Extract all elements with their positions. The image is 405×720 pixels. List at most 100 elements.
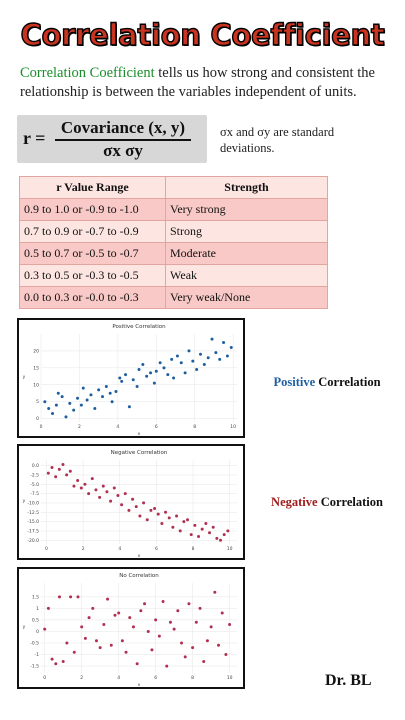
scatter-point [81, 386, 85, 390]
scatter-point [116, 493, 120, 497]
cell-strength: Weak [165, 264, 328, 287]
r-value-table: r Value Range Strength 0.9 to 1.0 or -0.… [19, 176, 328, 309]
scatter-point [160, 521, 164, 525]
scatter-point [187, 349, 191, 353]
scatter-point [172, 376, 176, 380]
scatter-point [145, 518, 149, 522]
scatter-point [94, 639, 98, 643]
scatter-point [224, 653, 228, 657]
cell-range: 0.0 to 0.3 or -0.0 to -0.3 [19, 286, 166, 309]
y-tick-label: 15 [33, 365, 39, 371]
y-tick-label: -10.0 [27, 500, 39, 506]
x-tick-label: 4 [117, 675, 120, 681]
scatter-point [101, 484, 105, 488]
scatter-point [198, 606, 202, 610]
scatter-point [178, 529, 182, 533]
y-axis-label: y [23, 375, 26, 380]
scatter-point [209, 625, 213, 629]
header-r-range: r Value Range [19, 176, 166, 199]
scatter-point [143, 602, 147, 606]
scatter-point [43, 627, 47, 631]
scatter-point [57, 595, 61, 599]
y-axis-label: y [23, 499, 26, 504]
table-row: 0.0 to 0.3 or -0.0 to -0.3 Very weak/Non… [19, 286, 328, 309]
scatter-point [61, 462, 65, 466]
x-axis-label: x [138, 554, 141, 558]
positive-word: Positive [273, 375, 316, 389]
x-tick-label: 6 [154, 675, 157, 681]
scatter-point [195, 368, 199, 372]
formula-numerator: Covariance (x, y) [60, 118, 186, 137]
cell-range: 0.3 to 0.5 or -0.3 to -0.5 [19, 264, 166, 287]
scatter-point [123, 492, 127, 496]
scatter-point [69, 595, 73, 599]
scatter-point [131, 625, 135, 629]
cell-range: 0.5 to 0.7 or -0.5 to -0.7 [19, 242, 166, 265]
intro-highlight: Correlation Coefficient [20, 65, 155, 81]
scatter-point [90, 477, 94, 481]
positive-caption: Positive Correlation [257, 375, 397, 390]
scatter-point [57, 467, 61, 471]
scatter-point [79, 486, 83, 490]
formula-box: r = Covariance (x, y) σx σy [17, 115, 207, 163]
table-row: 0.3 to 0.5 or -0.3 to -0.5 Weak [19, 264, 328, 287]
y-tick-label: 0.5 [32, 617, 39, 623]
sigma-note: σx and σy are standard deviations. [220, 125, 335, 155]
scatter-point [150, 648, 154, 652]
scatter-point [187, 602, 191, 606]
scatter-point [50, 657, 54, 661]
formula-lhs: r = [23, 128, 46, 148]
negative-correlation-plot: Negative Correlation 0 2 4 6 8 10 0.0 -2.5 -5.0 -7… [17, 444, 245, 560]
scatter-point [175, 514, 179, 518]
y-tick-label: -12.5 [27, 510, 39, 516]
positive-scatter-svg: Positive Correlation 0 2 4 6 8 10 0 5 10 15 20 x y [23, 324, 237, 436]
no-correlation-scatter-svg: No Correlation 0 2 4 6 8 10 1.5 1 0.5 0 -0.5 -1 -1.5 x… [23, 573, 237, 687]
no-correlation-plot: No Correlation 0 2 4 6 8 10 1.5 1 0.5 0 -0.5 -1 -1.5 x… [17, 567, 245, 689]
x-tick-label: 4 [118, 546, 121, 552]
y-tick-label: 5 [36, 399, 39, 405]
table-row: 0.7 to 0.9 or -0.7 to -0.9 Strong [19, 220, 328, 243]
scatter-point [54, 475, 58, 479]
scatter-point [206, 356, 210, 360]
scatter-point [65, 641, 69, 645]
scatter-point [56, 391, 60, 395]
y-axis-label: y [23, 625, 26, 630]
scatter-point [154, 369, 158, 373]
scatter-point [68, 469, 72, 473]
intro-paragraph: Correlation Coefficient tells us how str… [20, 64, 392, 102]
cell-strength: Strong [165, 220, 328, 243]
scatter-point [200, 527, 204, 531]
scatter-point [213, 590, 217, 594]
scatter-point [127, 405, 131, 409]
scatter-point [64, 415, 68, 419]
y-tick-label: -5.0 [30, 482, 39, 488]
scatter-point [47, 406, 51, 410]
table-row: 0.5 to 0.7 or -0.5 to -0.7 Moderate [19, 242, 328, 265]
scatter-point [139, 609, 143, 613]
scatter-point [229, 346, 233, 350]
scatter-point [87, 616, 91, 620]
scatter-point [60, 395, 64, 399]
scatter-point [175, 354, 179, 358]
scatter-point [72, 408, 76, 412]
scatter-point [91, 606, 95, 610]
scatter-point [141, 362, 145, 366]
scatter-point [120, 639, 124, 643]
scatter-point [183, 655, 187, 659]
scatter-point [113, 613, 117, 617]
scatter-point [154, 618, 158, 622]
y-tick-label: 0 [36, 416, 39, 422]
scatter-point [170, 357, 174, 361]
scatter-point [157, 634, 161, 638]
x-tick-label: 8 [193, 424, 196, 430]
y-tick-label: -1.5 [30, 664, 39, 670]
scatter-point [179, 361, 183, 365]
scatter-point [191, 359, 195, 363]
scatter-point [89, 393, 93, 397]
scatter-point [46, 471, 50, 475]
scatter-point [80, 625, 84, 629]
scatter-point [68, 401, 72, 405]
positive-correlation-plot: Positive Correlation 0 2 4 6 8 10 0 5 10 15 20 x y [17, 318, 245, 438]
x-axis-label: x [138, 683, 141, 687]
scatter-point [46, 606, 50, 610]
